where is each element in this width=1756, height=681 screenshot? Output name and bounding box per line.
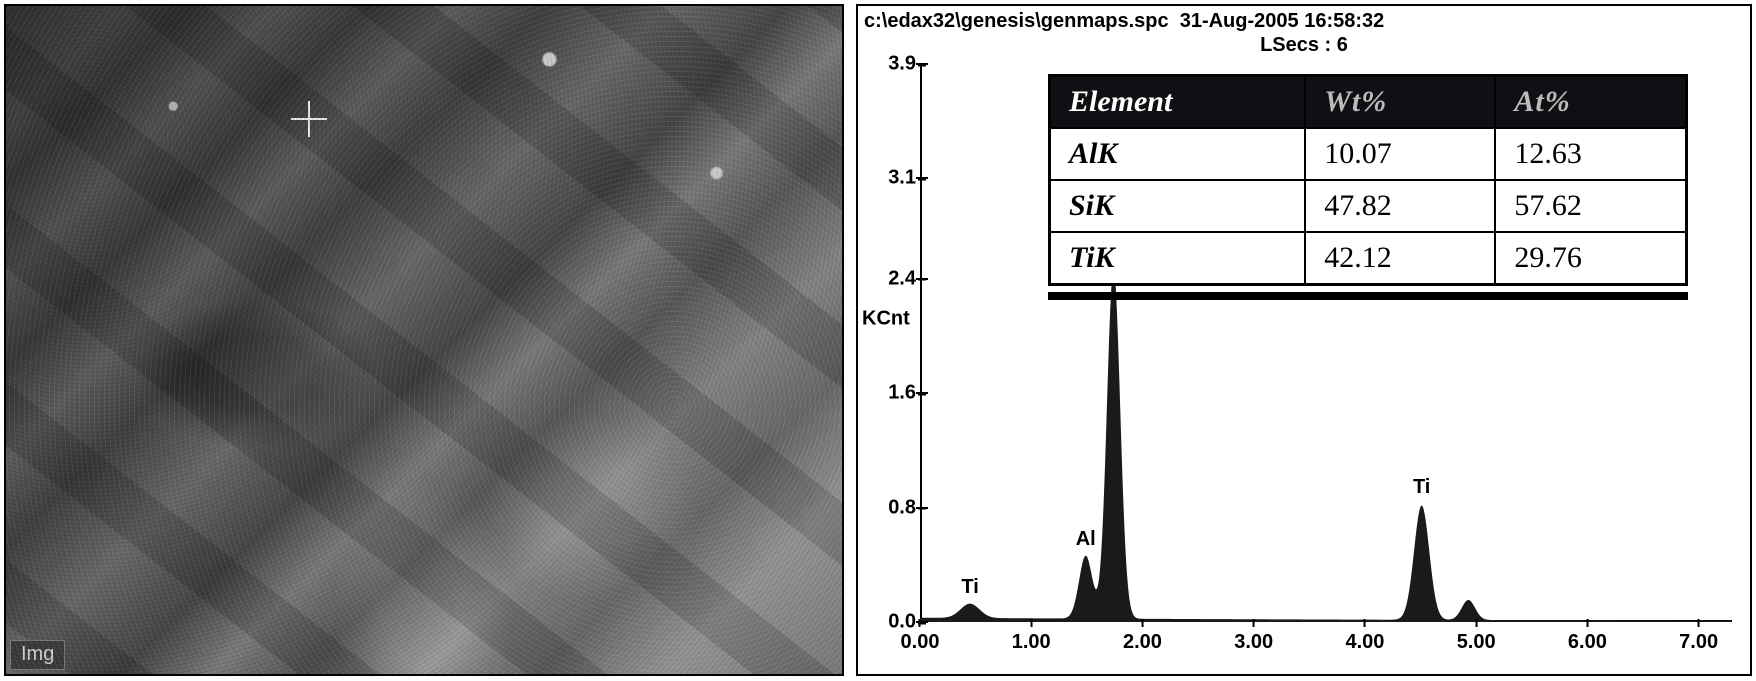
- table-row: TiK42.1229.76: [1050, 232, 1687, 285]
- y-axis-label: KCnt: [862, 307, 910, 330]
- y-tick-label: 3.9: [872, 53, 916, 76]
- table-row: AlK10.0712.63: [1050, 128, 1687, 180]
- cell-wt: 42.12: [1305, 232, 1495, 285]
- x-tick-label: 5.00: [1457, 631, 1496, 654]
- spectrum-lsecs-label: LSecs : 6: [858, 34, 1750, 57]
- x-tick-label: 0.00: [901, 631, 940, 654]
- x-tick-label: 2.00: [1123, 631, 1162, 654]
- x-tick-label: 7.00: [1679, 631, 1718, 654]
- cell-wt: 47.82: [1305, 180, 1495, 232]
- spectrum-file-header: c:\edax32\genesis\genmaps.spc 31-Aug-200…: [864, 10, 1384, 33]
- spectrum-fill: [920, 268, 1732, 622]
- peak-label: Ti: [961, 576, 978, 599]
- y-tick-mark: [916, 177, 928, 179]
- cell-element: AlK: [1050, 128, 1306, 180]
- cell-at: 57.62: [1495, 180, 1686, 232]
- x-tick-label: 6.00: [1568, 631, 1607, 654]
- x-tick-label: 3.00: [1234, 631, 1273, 654]
- col-wt: Wt%: [1305, 76, 1495, 129]
- cell-element: TiK: [1050, 232, 1306, 285]
- peak-label: Ti: [1413, 476, 1430, 499]
- y-tick-mark: [916, 63, 928, 65]
- crosshair-marker: [291, 101, 327, 137]
- table-header-row: Element Wt% At%: [1050, 76, 1687, 129]
- table-row: SiK47.8257.62: [1050, 180, 1687, 232]
- y-tick-mark: [916, 392, 928, 394]
- image-badge: Img: [10, 640, 65, 670]
- x-tick-label: 1.00: [1012, 631, 1051, 654]
- cell-element: SiK: [1050, 180, 1306, 232]
- cell-at: 12.63: [1495, 128, 1686, 180]
- x-tick-label: 4.00: [1345, 631, 1384, 654]
- y-tick-label: 0.8: [872, 496, 916, 519]
- col-element: Element: [1050, 76, 1306, 129]
- y-tick-label: 1.6: [872, 382, 916, 405]
- y-tick-mark: [916, 621, 928, 623]
- sem-image-panel: Img: [4, 4, 844, 676]
- col-at: At%: [1495, 76, 1686, 129]
- y-tick-label: 3.1: [872, 167, 916, 190]
- cell-at: 29.76: [1495, 232, 1686, 285]
- spectrum-panel: c:\edax32\genesis\genmaps.spc 31-Aug-200…: [856, 4, 1752, 676]
- y-tick-mark: [916, 278, 928, 280]
- y-tick-label: 2.4: [872, 267, 916, 290]
- element-table: Element Wt% At% AlK10.0712.63SiK47.8257.…: [1048, 74, 1688, 286]
- peak-label: Al: [1076, 528, 1096, 551]
- cell-wt: 10.07: [1305, 128, 1495, 180]
- y-tick-mark: [916, 507, 928, 509]
- table-underline: [1048, 292, 1688, 300]
